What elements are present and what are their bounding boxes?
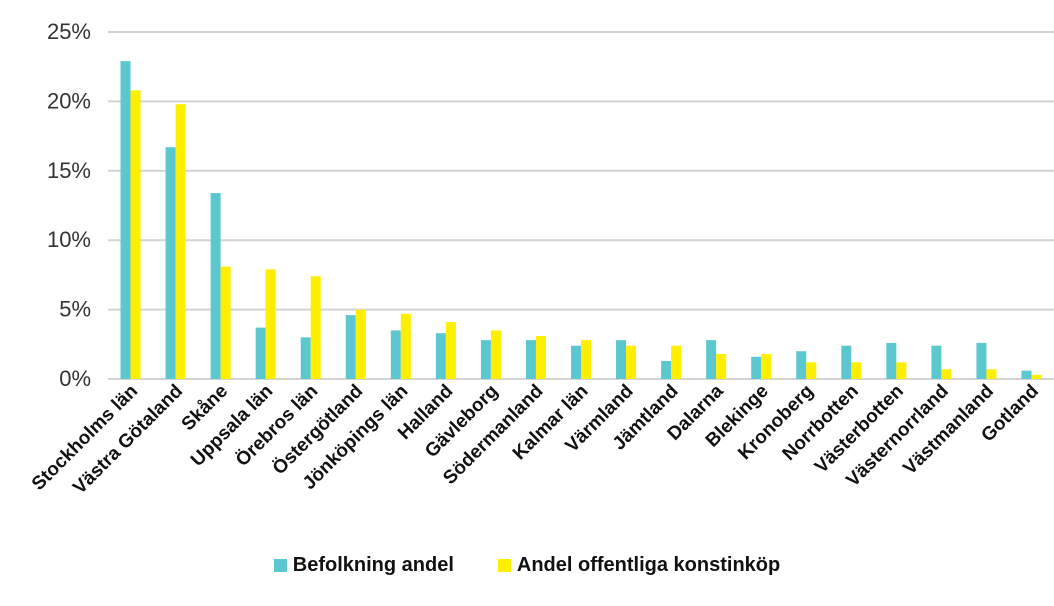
y-tick-label: 5% (59, 297, 91, 322)
bar-art-purchases (400, 313, 411, 379)
bar-art-purchases (445, 322, 456, 379)
bars (120, 61, 1042, 380)
legend: Befolkning andel Andel offentliga konsti… (0, 554, 1054, 577)
legend-item-art-purchases: Andel offentliga konstinköp (497, 554, 781, 577)
bar-art-purchases (806, 362, 817, 379)
bar-population (571, 345, 581, 379)
bar-art-purchases (941, 369, 952, 379)
legend-swatch-art-purchases (497, 559, 511, 572)
bar-art-purchases (716, 354, 727, 379)
bar-population (480, 340, 491, 379)
bar-population (976, 342, 987, 379)
bar-art-purchases (581, 340, 591, 379)
bar-population (706, 340, 717, 379)
bar-population (345, 315, 356, 379)
bar-art-purchases (265, 269, 276, 379)
bar-art-purchases (130, 90, 141, 380)
bar-art-purchases (1031, 374, 1042, 379)
legend-item-population: Befolkning andel (273, 554, 454, 577)
y-tick-label: 0% (59, 366, 91, 391)
legend-swatch-population (273, 559, 287, 572)
bar-art-purchases (851, 362, 862, 379)
y-tick-label: 25% (47, 19, 91, 44)
bar-population (120, 61, 131, 379)
bar-population (796, 351, 807, 379)
bar-art-purchases (671, 345, 682, 379)
bar-art-purchases (310, 276, 321, 379)
bar-population (616, 340, 627, 379)
bar-population (390, 330, 401, 379)
bar-population (210, 193, 221, 379)
bar-population (435, 333, 446, 379)
bar-population (841, 345, 852, 379)
bar-population (1021, 370, 1032, 379)
bar-population (886, 342, 897, 379)
y-axis-ticks: 0% 5% 10% 15% 20% 25% (47, 19, 91, 391)
bar-population (931, 345, 942, 379)
bar-population (255, 327, 266, 379)
bar-population (165, 147, 176, 379)
bar-population (661, 360, 672, 379)
bar-art-purchases (986, 369, 997, 379)
y-tick-label: 20% (47, 88, 91, 113)
y-tick-label: 15% (47, 158, 91, 183)
bar-art-purchases (490, 330, 501, 379)
legend-label-population: Befolkning andel (292, 554, 454, 576)
bar-art-purchases (626, 345, 637, 379)
bar-population (751, 356, 762, 379)
bar-population (300, 337, 311, 379)
bar-art-purchases (896, 362, 907, 379)
bar-art-purchases (175, 104, 186, 380)
bar-art-purchases (355, 309, 366, 379)
gridlines (108, 31, 1054, 380)
y-tick-label: 10% (47, 227, 91, 252)
bar-art-purchases (220, 266, 231, 379)
bar-art-purchases (761, 354, 772, 379)
bar-art-purchases (535, 335, 546, 379)
bar-population (525, 340, 536, 379)
legend-label-art-purchases: Andel offentliga konstinköp (516, 554, 781, 576)
